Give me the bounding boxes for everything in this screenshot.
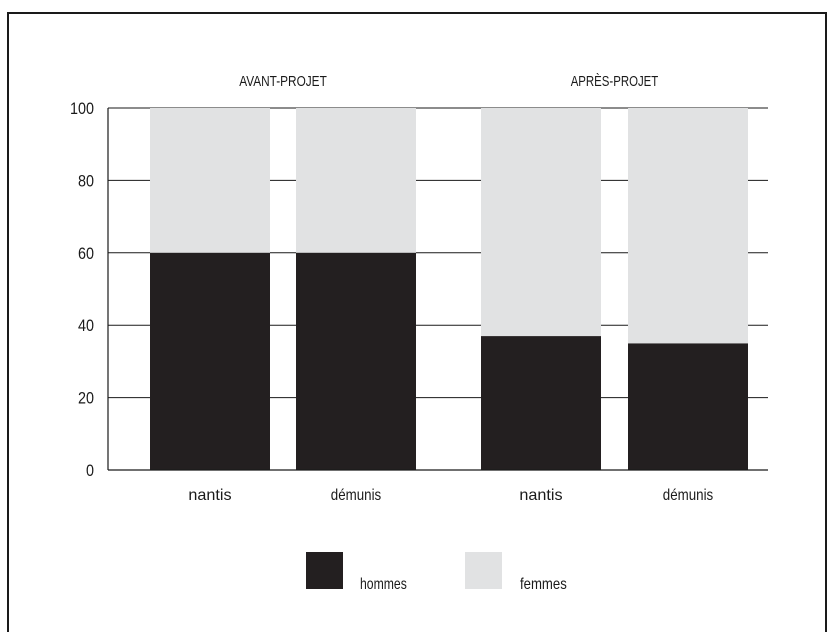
legend-label-femmes: femmes	[520, 576, 567, 593]
x-tick-label: nantis	[519, 487, 562, 504]
y-tick-labels: 0 20 40 60 80 100	[70, 99, 94, 480]
x-tick-labels: nantis démunis nantis démunis	[188, 487, 713, 504]
y-tick-label: 0	[86, 461, 94, 480]
y-tick-label: 100	[70, 99, 94, 118]
bar-hommes-4	[628, 343, 748, 470]
bar-femmes-3	[481, 108, 601, 337]
x-tick-label: démunis	[331, 487, 381, 504]
legend-swatch-hommes	[306, 552, 343, 589]
chart-frame	[7, 12, 827, 632]
group-labels: AVANT-PROJET APRÈS-PROJET	[239, 73, 658, 90]
legend-swatch-femmes	[465, 552, 502, 589]
bars	[150, 108, 748, 470]
bar-hommes-1	[150, 252, 270, 470]
legend: hommes femmes	[306, 552, 567, 593]
y-tick-label: 80	[78, 171, 94, 190]
y-tick-label: 60	[78, 244, 94, 263]
x-tick-label: nantis	[188, 487, 231, 504]
y-tick-label: 20	[78, 389, 94, 408]
y-tick-label: 40	[78, 316, 94, 335]
group-label: AVANT-PROJET	[239, 73, 327, 90]
bar-femmes-2	[296, 108, 416, 253]
bar-femmes-1	[150, 108, 270, 253]
axes	[107, 108, 768, 471]
x-tick-label: démunis	[663, 487, 713, 504]
legend-label-hommes: hommes	[360, 576, 407, 593]
bar-hommes-2	[296, 252, 416, 470]
bar-femmes-4	[628, 108, 748, 344]
bar-hommes-3	[481, 336, 601, 470]
group-label: APRÈS-PROJET	[571, 73, 659, 90]
